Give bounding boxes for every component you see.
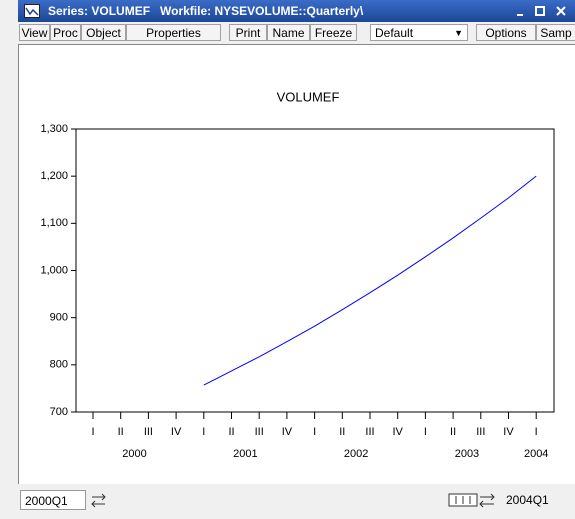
- toolbar-button[interactable]: Proc: [50, 24, 81, 41]
- x-year-label: 2002: [344, 448, 368, 460]
- y-tick-label: 1,300: [40, 123, 68, 135]
- x-tick-label: I: [202, 426, 205, 438]
- y-tick-label: 800: [50, 359, 68, 371]
- window-controls[interactable]: [515, 5, 571, 17]
- series-line: [203, 175, 537, 386]
- x-year-label: 2003: [455, 448, 479, 460]
- y-tick-label: 1,000: [40, 264, 68, 276]
- x-year-label: 2000: [122, 448, 146, 460]
- window-icon: [24, 4, 40, 18]
- x-tick-label: IV: [171, 426, 182, 438]
- x-tick-label: I: [535, 426, 538, 438]
- toolbar-button[interactable]: Options: [476, 24, 536, 41]
- x-tick-label: III: [476, 426, 485, 438]
- start-date[interactable]: 2000Q1: [20, 490, 86, 510]
- chart-title: VOLUMEF: [277, 89, 340, 104]
- graph-panel: VOLUMEF 700 800 900 1,000 1,100 1,200 1,300 I II…: [18, 44, 575, 484]
- toolbar-button[interactable]: Object: [81, 24, 126, 41]
- y-tick-label: 1,200: [40, 170, 68, 182]
- toolbar-button[interactable]: Name: [267, 24, 310, 41]
- end-date[interactable]: 2004Q1: [506, 493, 549, 507]
- toolbar-button[interactable]: View: [19, 24, 50, 41]
- x-tick-label: II: [118, 426, 124, 438]
- y-tick-label: 700: [50, 406, 68, 418]
- plot-frame: [75, 128, 555, 413]
- x-tick-label: II: [228, 426, 234, 438]
- toolbar-button[interactable]: Properties: [126, 24, 221, 41]
- x-tick-label: III: [365, 426, 374, 438]
- x-tick-label: III: [255, 426, 264, 438]
- toolbar-button[interactable]: Print: [229, 24, 267, 41]
- x-year-label: 2001: [233, 448, 257, 460]
- x-tick-label: IV: [282, 426, 293, 438]
- end-controls[interactable]: [448, 491, 498, 509]
- toolbar: View Proc Object Properties Print Name Freeze D…: [18, 22, 575, 44]
- x-tick-label: II: [339, 426, 345, 438]
- toolbar-button[interactable]: Freeze: [310, 24, 357, 41]
- x-year-label: 2004: [524, 448, 548, 460]
- title-bar: Series: VOLUMEF Workfile: NYSEVOLUME::Qu…: [18, 0, 575, 22]
- y-tick-label: 1,100: [40, 217, 68, 229]
- start-arrows[interactable]: [90, 491, 108, 509]
- x-tick-label: I: [91, 426, 94, 438]
- x-tick-label: IV: [392, 426, 403, 438]
- x-tick-label: I: [313, 426, 316, 438]
- dropdown[interactable]: Default ▼: [370, 24, 468, 41]
- y-tick-label: 900: [50, 312, 68, 324]
- dropdown-arrow[interactable]: ▼: [454, 28, 463, 38]
- window-title: Series: VOLUMEF Workfile: NYSEVOLUME::Qu…: [48, 4, 364, 18]
- status-bar: 2000Q1 2004Q1: [18, 485, 575, 515]
- toolbar-button[interactable]: Samp: [536, 24, 575, 41]
- x-tick-label: I: [424, 426, 427, 438]
- x-tick-label: III: [144, 426, 153, 438]
- x-tick-label: II: [450, 426, 456, 438]
- x-tick-label: IV: [503, 426, 514, 438]
